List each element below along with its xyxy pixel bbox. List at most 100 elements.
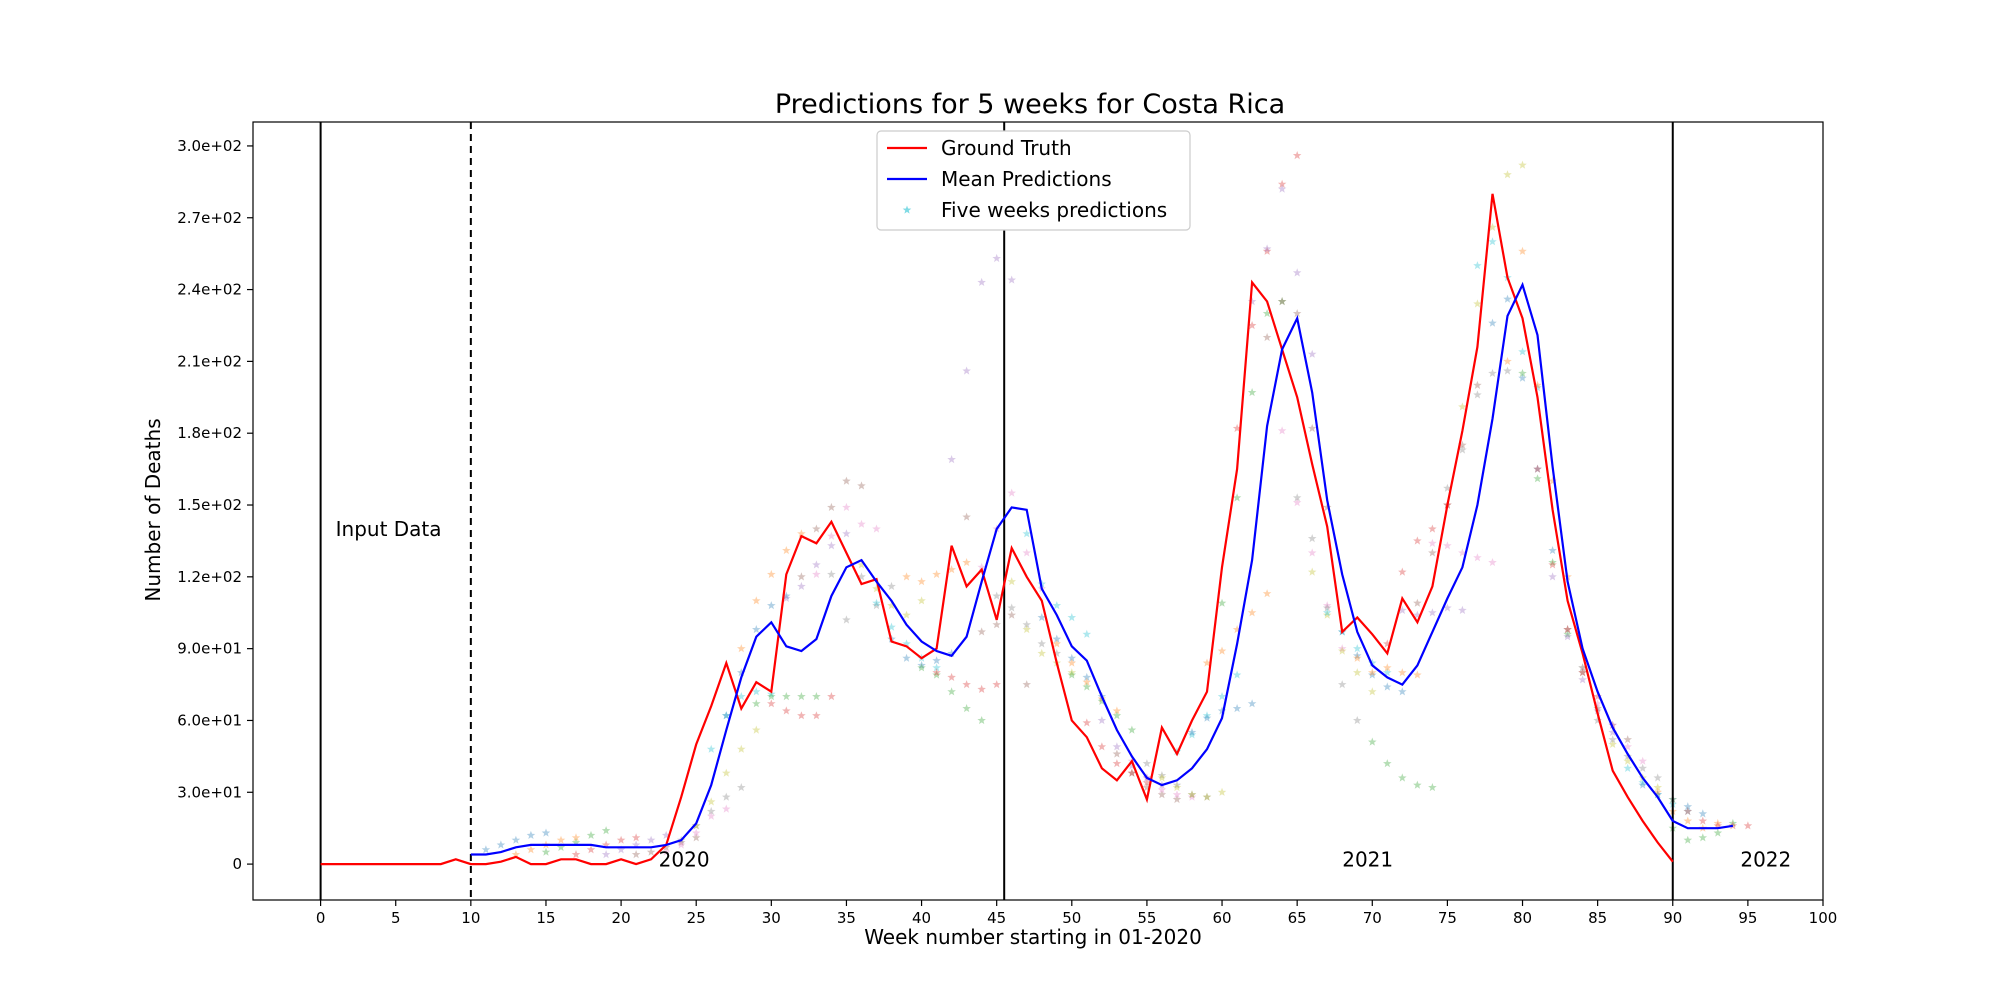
- x-tick-label: 75: [1438, 909, 1457, 927]
- annotation-input-data: Input Data: [336, 517, 442, 541]
- prediction-star: [1292, 498, 1302, 507]
- prediction-star: [1277, 179, 1287, 188]
- prediction-star: [1443, 603, 1452, 612]
- prediction-star: [706, 744, 716, 753]
- prediction-star: [1653, 787, 1662, 796]
- prediction-star: [1383, 759, 1392, 768]
- prediction-star: [1578, 675, 1587, 684]
- x-tick-label: 65: [1288, 909, 1307, 927]
- x-tick-label: 85: [1588, 909, 1607, 927]
- prediction-star: [1398, 605, 1407, 614]
- prediction-star: [722, 711, 731, 720]
- prediction-star: [1157, 773, 1167, 782]
- x-tick-label: 5: [391, 909, 401, 927]
- prediction-star: [1698, 833, 1708, 842]
- prediction-star: [812, 569, 821, 579]
- prediction-star: [797, 692, 806, 701]
- x-tick-label: 25: [687, 909, 706, 927]
- annotation-2020: 2020: [659, 847, 710, 871]
- prediction-star: [1398, 773, 1407, 782]
- prediction-star: [1593, 716, 1602, 725]
- prediction-star: [767, 692, 776, 701]
- prediction-star: [616, 835, 626, 844]
- x-axis-title: Week number starting in 01-2020: [864, 925, 1202, 949]
- prediction-star: [1353, 716, 1362, 725]
- prediction-star: [887, 622, 896, 631]
- prediction-star: [646, 835, 656, 844]
- prediction-star: [1473, 380, 1482, 389]
- prediction-star: [1413, 610, 1422, 619]
- prediction-star: [1548, 572, 1557, 581]
- prediction-star: [1187, 727, 1197, 737]
- legend-star-marker: [902, 205, 912, 214]
- prediction-star: [1638, 763, 1647, 772]
- prediction-star: [1127, 768, 1137, 777]
- prediction-star: [752, 699, 761, 708]
- annotation-2022: 2022: [1740, 847, 1791, 871]
- prediction-star: [1458, 445, 1467, 454]
- plot-frame: [252, 121, 1824, 901]
- prediction-star: [932, 663, 941, 672]
- prediction-star: [1443, 541, 1452, 550]
- prediction-star: [722, 792, 731, 801]
- prediction-star: [1383, 639, 1392, 648]
- prediction-star: [1518, 368, 1527, 377]
- prediction-star: [1428, 538, 1437, 547]
- prediction-star: [1428, 548, 1437, 557]
- x-axis: 0 5 10 15 20 25 30 35 40 45 50 55 60 65 70 75 80 85 90 95 10…: [316, 900, 1837, 927]
- prediction-star: [947, 565, 956, 574]
- prediction-star: [691, 828, 701, 837]
- prediction-star: [872, 524, 881, 533]
- prediction-star: [782, 706, 791, 715]
- prediction-star: [1022, 548, 1031, 557]
- prediction-star: [812, 560, 821, 569]
- prediction-star: [842, 615, 851, 624]
- y-tick-label: 2.1e+02: [177, 352, 242, 370]
- prediction-star: [1067, 658, 1077, 667]
- prediction-star: [1217, 646, 1227, 655]
- prediction-star: [827, 531, 836, 540]
- prediction-star: [947, 687, 956, 696]
- prediction-star: [1217, 706, 1227, 715]
- y-tick-label: 3.0e+02: [177, 137, 242, 155]
- prediction-star: [857, 519, 866, 528]
- prediction-star: [1413, 780, 1422, 789]
- prediction-star: [977, 562, 986, 571]
- prediction-star: [1007, 275, 1016, 284]
- prediction-star: [676, 840, 686, 849]
- prediction-star: [842, 476, 851, 485]
- prediction-star: [1052, 601, 1062, 610]
- prediction-star: [1142, 778, 1152, 787]
- prediction-star: [827, 569, 836, 579]
- prediction-star: [1488, 318, 1497, 327]
- prediction-star: [1533, 464, 1542, 473]
- prediction-star: [1067, 668, 1077, 677]
- x-tick-label: 30: [762, 909, 781, 927]
- prediction-star: [1353, 651, 1362, 660]
- prediction-star: [842, 529, 851, 538]
- prediction-star: [917, 660, 926, 669]
- prediction-star: [1623, 735, 1632, 744]
- prediction-star: [1638, 778, 1647, 787]
- prediction-star: [827, 502, 836, 511]
- prediction-star: [1187, 790, 1197, 799]
- prediction-star: [1247, 321, 1257, 330]
- prediction-star: [1202, 792, 1212, 801]
- prediction-star: [1383, 663, 1392, 672]
- prediction-star: [1458, 605, 1467, 614]
- prediction-star: [1578, 668, 1587, 677]
- x-tick-label: 80: [1513, 909, 1532, 927]
- prediction-star: [1563, 625, 1572, 634]
- prediction-star: [571, 833, 581, 842]
- prediction-star: [1172, 790, 1182, 799]
- prediction-star: [1082, 718, 1092, 727]
- prediction-star: [1488, 237, 1497, 246]
- prediction-star: [1187, 792, 1197, 801]
- x-tick-label: 50: [1062, 909, 1081, 927]
- prediction-star: [646, 847, 656, 856]
- prediction-star: [1007, 577, 1016, 586]
- legend: Ground Truth Mean Predictions Five weeks…: [876, 130, 1191, 231]
- prediction-star: [1172, 795, 1182, 804]
- prediction-star: [496, 840, 506, 849]
